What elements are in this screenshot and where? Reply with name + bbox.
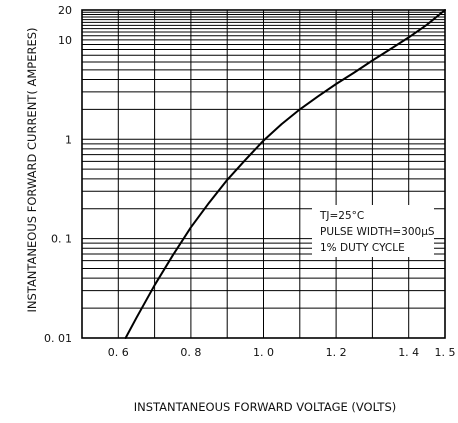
series-layer [124,9,446,339]
y-tick-label: 10 [58,34,72,47]
forward-current-curve [124,9,446,339]
y-tick-label: 20 [58,4,72,17]
x-tick-label: 0. 6 [108,346,129,359]
x-tick-label: 0. 8 [180,346,201,359]
annotation-line-3: 1% DUTY CYCLE [320,242,405,254]
annotation-line-1: TJ=25°C [319,210,364,222]
annotation-background [312,205,434,257]
x-tick-label: 1. 2 [326,346,347,359]
grid [82,10,445,338]
y-tick-label: 0. 01 [44,332,72,345]
x-axis-title: INSTANTANEOUS FORWARD VOLTAGE (VOLTS) [134,400,397,414]
y-tick-label: 1 [65,133,72,146]
x-tick-label: 1. 5 [435,346,456,359]
annotation-box: TJ=25°C PULSE WIDTH=300μS 1% DUTY CYCLE [312,205,435,257]
plot-frame [81,9,446,339]
x-tick-label: 1. 0 [253,346,274,359]
x-tick-label: 1. 4 [398,346,419,359]
tick-labels: 0. 6 0. 8 1. 0 1. 2 1. 4 1. 5 0. 01 0. 1 1 10 20 [44,4,456,359]
plot-border [81,9,446,339]
annotation-line-2: PULSE WIDTH=300μS [320,226,435,238]
y-axis-title: INSTANTANEOUS FORWARD CURRENT( AMPERES) [25,28,39,313]
y-tick-label: 0. 1 [51,233,72,246]
